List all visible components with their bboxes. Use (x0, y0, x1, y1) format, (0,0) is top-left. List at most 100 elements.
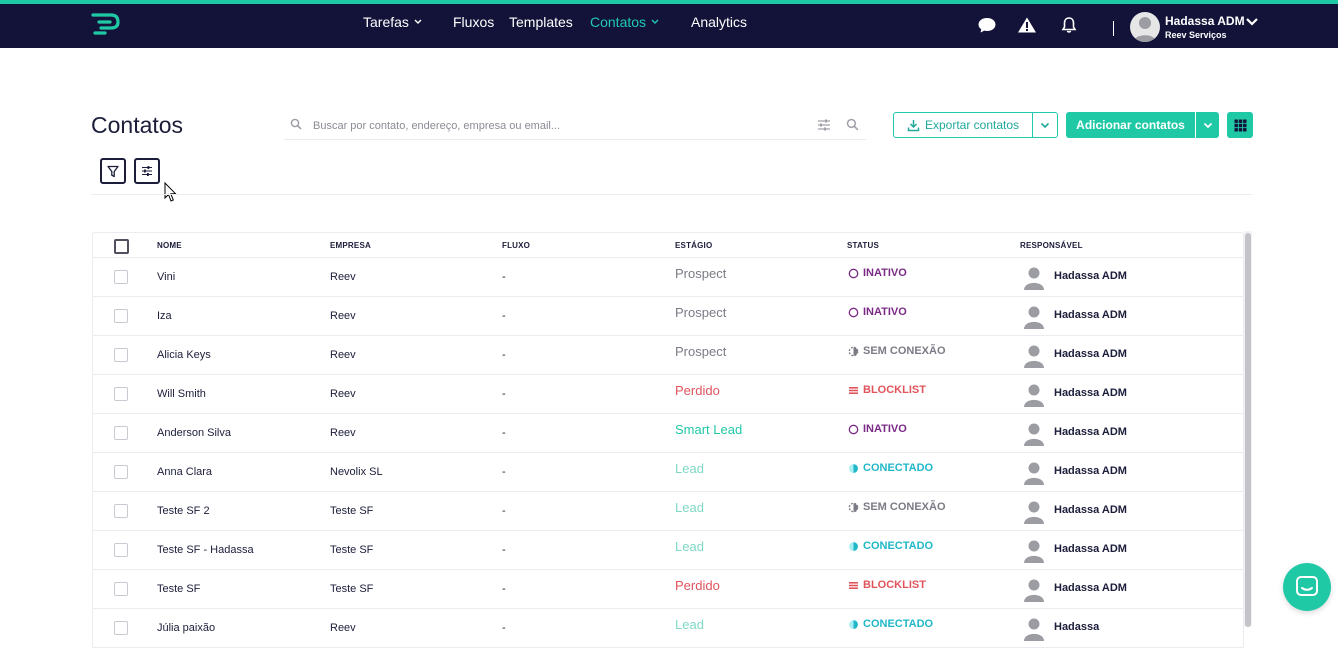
column-header-responsavel[interactable]: RESPONSÁVEL (1020, 241, 1083, 250)
status-label: INATIVO (863, 306, 907, 318)
row-checkbox[interactable] (114, 543, 128, 557)
contact-name[interactable]: Anderson Silva (157, 427, 231, 439)
export-options-button[interactable] (1032, 112, 1058, 138)
reev-logo-icon[interactable] (91, 12, 121, 36)
column-header-estagio[interactable]: ESTÁGIO (675, 241, 713, 250)
table-row[interactable]: Iza Reev - Prospect INATIVO Hadassa ADM (93, 297, 1243, 336)
contact-flow: - (502, 622, 506, 634)
status-label: SEM CONEXÃO (863, 501, 946, 513)
contact-flow: - (502, 388, 506, 400)
avatar[interactable] (1130, 12, 1160, 42)
table-row[interactable]: Will Smith Reev - Perdido BLOCKLIST Hadassa A… (93, 375, 1243, 414)
nav-item-templates[interactable]: Templates (509, 14, 573, 30)
contact-name[interactable]: Teste SF (157, 583, 201, 595)
chevron-down-icon (1203, 122, 1212, 128)
status-label: CONECTADO (863, 618, 934, 630)
row-checkbox[interactable] (114, 504, 128, 518)
row-checkbox[interactable] (114, 582, 128, 596)
row-checkbox[interactable] (114, 426, 128, 440)
row-checkbox[interactable] (114, 621, 128, 635)
nav-item-analytics[interactable]: Analytics (691, 14, 747, 30)
export-contacts-button[interactable]: Exportar contatos (893, 112, 1033, 138)
table-row[interactable]: Teste SF 2 Teste SF - Lead SEM CONEXÃO Hadass… (93, 492, 1243, 531)
column-header-fluxo[interactable]: FLUXO (502, 241, 531, 250)
table-row[interactable]: Júlia paixão Reev - Lead CONECTADO Hadassa (93, 609, 1243, 648)
row-checkbox[interactable] (114, 270, 128, 284)
nav-item-tarefas[interactable]: Tarefas (363, 14, 422, 30)
add-options-button[interactable] (1196, 112, 1219, 138)
contact-status: INATIVO (848, 423, 907, 435)
contact-company: Teste SF (330, 544, 374, 556)
contact-stage: Smart Lead (675, 422, 743, 437)
avatar (1023, 500, 1045, 524)
table-row[interactable]: Vini Reev - Prospect INATIVO Hadassa ADM (93, 258, 1243, 297)
contact-name[interactable]: Júlia paixão (157, 622, 216, 634)
contact-stage: Prospect (675, 266, 727, 281)
table-header: NOME EMPRESA FLUXO ESTÁGIO STATUS RESPON… (93, 233, 1243, 258)
column-header-empresa[interactable]: EMPRESA (330, 241, 371, 250)
support-chat-button[interactable] (1283, 563, 1331, 611)
status-label: SEM CONEXÃO (863, 345, 946, 357)
alert-icon[interactable] (1017, 15, 1037, 35)
chevron-down-icon[interactable] (1245, 17, 1259, 27)
table-row[interactable]: Alicia Keys Reev - Prospect SEM CONEXÃO Hadas… (93, 336, 1243, 375)
contact-company: Reev (330, 622, 356, 634)
column-header-nome[interactable]: NOME (157, 241, 182, 250)
bell-icon[interactable] (1059, 15, 1079, 35)
contact-status: CONECTADO (848, 618, 933, 630)
half-circle-icon (848, 463, 859, 474)
half-circle-dashed-icon (848, 346, 859, 357)
table-scrollbar[interactable] (1244, 231, 1252, 627)
search-input[interactable] (313, 116, 813, 136)
chevron-down-icon (651, 19, 659, 24)
contact-name[interactable]: Alicia Keys (157, 349, 211, 361)
add-contacts-button[interactable]: Adicionar contatos (1066, 112, 1195, 138)
status-label: BLOCKLIST (863, 579, 926, 591)
row-checkbox[interactable] (114, 465, 128, 479)
chevron-down-icon (414, 19, 422, 24)
contact-company: Reev (330, 310, 356, 322)
contact-status: BLOCKLIST (848, 579, 926, 591)
table-row[interactable]: Anderson Silva Reev - Smart Lead INATIVO Hada… (93, 414, 1243, 453)
scrollbar-thumb[interactable] (1245, 233, 1251, 627)
row-checkbox[interactable] (114, 387, 128, 401)
contact-name[interactable]: Teste SF - Hadassa (157, 544, 254, 556)
contact-flow: - (502, 271, 506, 283)
contact-company: Teste SF (330, 505, 374, 517)
row-checkbox[interactable] (114, 348, 128, 362)
column-header-status[interactable]: STATUS (847, 241, 880, 250)
avatar (1023, 344, 1045, 368)
grid-view-button[interactable] (1227, 112, 1253, 138)
contact-name[interactable]: Anna Clara (157, 466, 213, 478)
table-row[interactable]: Teste SF Teste SF - Perdido BLOCKLIST Hadassa… (93, 570, 1243, 609)
contact-owner: Hadassa ADM (1054, 465, 1127, 477)
row-checkbox[interactable] (114, 309, 128, 323)
chat-icon[interactable] (977, 15, 997, 35)
filter-button[interactable] (100, 158, 126, 184)
contact-owner: Hadassa ADM (1054, 309, 1127, 321)
sliders-icon[interactable] (817, 118, 831, 132)
contact-company: Reev (330, 388, 356, 400)
search-icon[interactable] (846, 118, 859, 131)
contact-owner: Hadassa ADM (1054, 426, 1127, 438)
table-row[interactable]: Teste SF - Hadassa Teste SF - Lead CONECTADO… (93, 531, 1243, 570)
contact-name[interactable]: Will Smith (157, 388, 206, 400)
contact-name[interactable]: Vini (157, 271, 176, 283)
contact-name[interactable]: Teste SF 2 (157, 505, 210, 517)
add-label: Adicionar contatos (1076, 118, 1185, 132)
columns-settings-button[interactable] (134, 158, 160, 184)
contact-flow: - (502, 427, 506, 439)
select-all-checkbox[interactable] (114, 239, 129, 254)
table-row[interactable]: Anna Clara Nevolix SL - Lead CONECTADO Hadass… (93, 453, 1243, 492)
user-name[interactable]: Hadassa ADM (1165, 14, 1245, 28)
nav-item-label: Tarefas (363, 14, 409, 30)
nav-item-fluxos[interactable]: Fluxos (453, 14, 494, 30)
contact-stage: Prospect (675, 344, 727, 359)
nav-item-contatos[interactable]: Contatos (590, 14, 659, 30)
contact-name[interactable]: Iza (157, 310, 172, 322)
contact-status: CONECTADO (848, 540, 933, 552)
status-label: INATIVO (863, 423, 907, 435)
nav-item-label: Contatos (590, 14, 647, 30)
contact-flow: - (502, 466, 506, 478)
list-icon (848, 580, 859, 591)
